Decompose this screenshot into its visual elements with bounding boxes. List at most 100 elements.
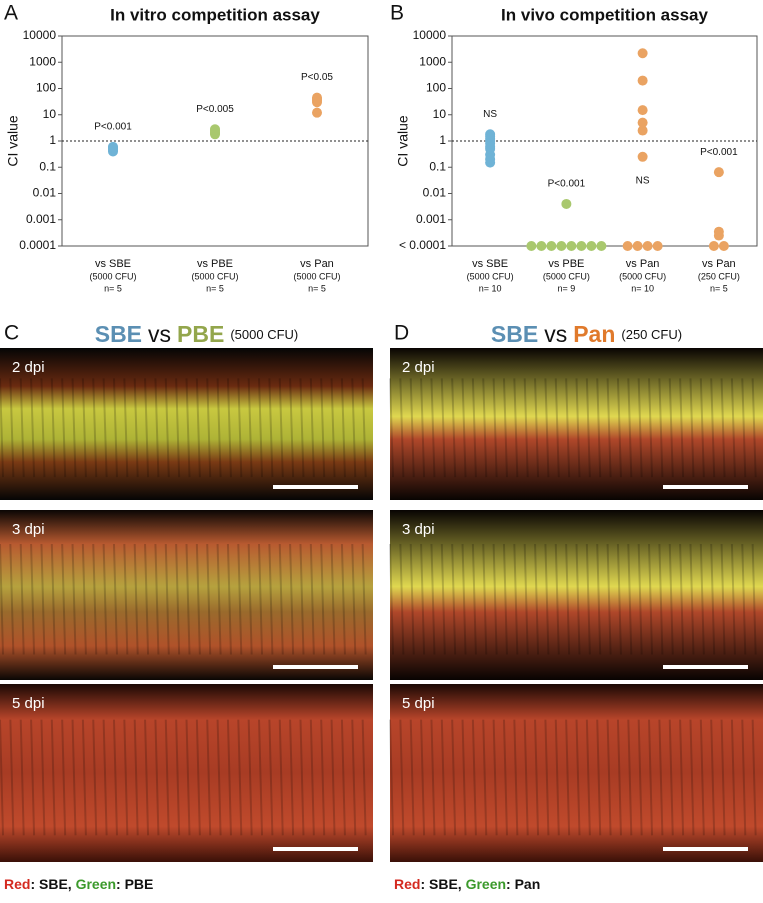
tissue-texture bbox=[616, 719, 622, 836]
tissue-texture bbox=[409, 719, 415, 836]
tissue-texture bbox=[710, 378, 716, 478]
tissue-texture bbox=[50, 719, 56, 836]
tissue-texture bbox=[61, 378, 67, 478]
tissue-texture bbox=[330, 378, 336, 478]
tissue-texture bbox=[61, 719, 67, 836]
tissue-texture bbox=[513, 543, 519, 655]
caption-part: Green bbox=[76, 876, 116, 892]
significance-note: NS bbox=[483, 109, 497, 120]
data-point bbox=[561, 198, 572, 209]
tissue-texture bbox=[482, 719, 488, 836]
tissue-texture bbox=[710, 543, 716, 655]
data-point bbox=[586, 241, 597, 251]
panel-letter: A bbox=[4, 2, 18, 25]
tissue-texture bbox=[330, 543, 336, 655]
tissue-texture bbox=[19, 719, 25, 836]
tissue-texture bbox=[247, 543, 253, 655]
tissue-texture bbox=[81, 543, 87, 655]
x-tick-label: vs Pan bbox=[702, 258, 736, 270]
tissue-texture bbox=[71, 719, 77, 836]
tissue-texture bbox=[154, 543, 160, 655]
tissue-texture bbox=[502, 543, 508, 655]
tissue-texture bbox=[616, 543, 622, 655]
data-point bbox=[596, 241, 607, 251]
title-part: SBE bbox=[491, 321, 538, 347]
tissue-texture bbox=[730, 719, 736, 836]
x-count: n= 10 bbox=[479, 283, 502, 293]
tissue-texture bbox=[720, 378, 726, 478]
x-sublabel: (5000 CFU) bbox=[89, 271, 136, 281]
tissue-texture bbox=[679, 543, 685, 655]
tissue-texture bbox=[451, 543, 457, 655]
tissue-texture bbox=[0, 543, 4, 655]
tissue-texture bbox=[565, 543, 571, 655]
tissue-texture bbox=[206, 378, 212, 478]
x-tick-label: vs SBE bbox=[95, 258, 131, 270]
data-point bbox=[312, 107, 322, 118]
tissue-texture bbox=[9, 378, 15, 478]
title-part: (250 CFU) bbox=[621, 327, 682, 342]
x-count: n= 5 bbox=[104, 283, 122, 293]
y-tick-label: 0.01 bbox=[423, 186, 447, 200]
tissue-texture bbox=[627, 543, 633, 655]
tissue-texture bbox=[502, 719, 508, 836]
x-tick-label: vs Pan bbox=[626, 258, 660, 270]
tissue-texture bbox=[482, 378, 488, 478]
tissue-texture bbox=[751, 378, 757, 478]
tissue-texture bbox=[596, 543, 602, 655]
tissue-texture bbox=[123, 719, 129, 836]
y-tick-label: 0.001 bbox=[416, 212, 446, 226]
tissue-texture bbox=[492, 719, 498, 836]
tissue-texture bbox=[340, 719, 346, 836]
tissue-texture bbox=[309, 378, 315, 478]
tissue-texture bbox=[544, 378, 550, 478]
data-point bbox=[637, 117, 648, 128]
tissue-texture bbox=[606, 719, 612, 836]
y-tick-label: 0.01 bbox=[33, 186, 57, 200]
tissue-texture bbox=[668, 378, 674, 478]
tissue-texture bbox=[637, 543, 643, 655]
tissue-texture bbox=[554, 543, 560, 655]
tissue-texture bbox=[185, 543, 191, 655]
tissue-texture bbox=[596, 378, 602, 478]
tissue-texture bbox=[461, 378, 467, 478]
tissue-texture bbox=[237, 719, 243, 836]
tissue-texture bbox=[154, 719, 160, 836]
tissue-texture bbox=[699, 719, 705, 836]
title-part: vs bbox=[148, 321, 171, 347]
tissue-texture bbox=[278, 378, 284, 478]
y-tick-label: 0.1 bbox=[39, 159, 56, 173]
significance-note: P<0.001 bbox=[94, 121, 132, 132]
x-tick-label: vs PBE bbox=[197, 258, 233, 270]
tissue-texture bbox=[81, 719, 87, 836]
tissue-texture bbox=[102, 719, 108, 836]
tissue-texture bbox=[689, 378, 695, 478]
significance-note: P<0.001 bbox=[548, 179, 586, 190]
micrograph bbox=[0, 510, 373, 680]
significance-note: P<0.005 bbox=[196, 104, 234, 115]
title-part: (5000 CFU) bbox=[230, 327, 298, 342]
tissue-texture bbox=[482, 543, 488, 655]
tissue-texture bbox=[133, 378, 139, 478]
data-point bbox=[713, 230, 724, 241]
tissue-texture bbox=[320, 543, 326, 655]
panel-letter: B bbox=[390, 2, 404, 25]
y-tick-label: 10 bbox=[433, 107, 447, 121]
tissue-texture bbox=[461, 719, 467, 836]
caption-part: : Pan bbox=[506, 876, 540, 892]
tissue-texture bbox=[164, 543, 170, 655]
tissue-texture bbox=[627, 719, 633, 836]
tissue-texture bbox=[523, 543, 529, 655]
tissue-texture bbox=[258, 719, 264, 836]
x-sublabel: (5000 CFU) bbox=[293, 271, 340, 281]
caption-part: Red bbox=[394, 876, 420, 892]
y-tick-label: 100 bbox=[36, 81, 56, 95]
x-count: n= 5 bbox=[206, 283, 224, 293]
y-tick-label: < 0.0001 bbox=[399, 238, 446, 252]
tissue-texture bbox=[730, 543, 736, 655]
tissue-texture bbox=[164, 719, 170, 836]
tissue-texture bbox=[648, 543, 654, 655]
tissue-texture bbox=[420, 378, 426, 478]
tissue-texture bbox=[112, 719, 118, 836]
